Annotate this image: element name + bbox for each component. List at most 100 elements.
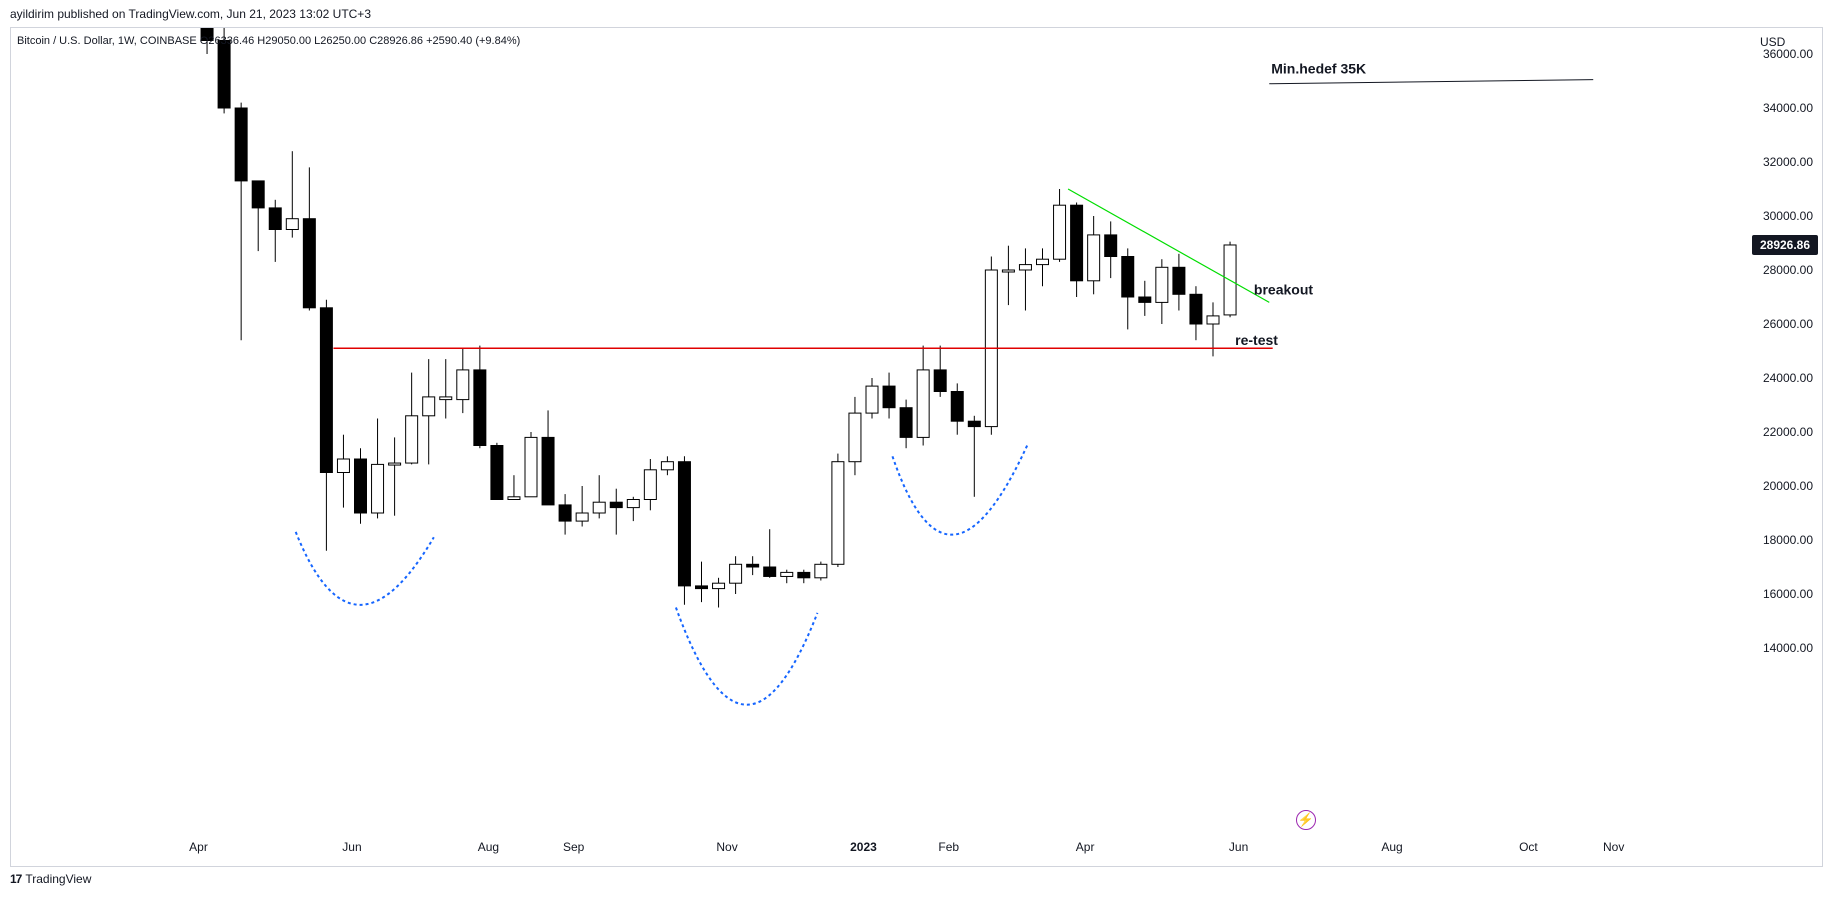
candle-body (848, 412, 862, 463)
candle-body (200, 28, 214, 41)
x-tick-label: Aug (478, 840, 499, 854)
ohlc-legend: Bitcoin / U.S. Dollar, 1W, COINBASE O263… (17, 35, 520, 47)
target-line (1269, 79, 1594, 85)
candle-body (626, 499, 640, 509)
candle-body (797, 571, 811, 579)
candle-body (882, 385, 896, 409)
currency-label: USD (1760, 35, 1786, 49)
y-tick-label: 14000.00 (1763, 641, 1813, 655)
candle-body (1001, 269, 1015, 273)
y-tick-label: 16000.00 (1763, 587, 1813, 601)
candle-body (234, 107, 248, 182)
candle-body (371, 463, 385, 514)
candle-body (1121, 256, 1135, 298)
cup-curve (891, 445, 1029, 536)
candle-body (251, 180, 265, 209)
candle-body (285, 218, 299, 230)
cup-curve (294, 531, 435, 606)
y-tick-label: 32000.00 (1763, 155, 1813, 169)
x-tick-label: Nov (716, 840, 737, 854)
candle-body (660, 461, 674, 471)
candle-body (541, 436, 555, 506)
candle-body (575, 512, 589, 522)
candle-body (490, 445, 504, 500)
candle-body (217, 40, 231, 109)
candle-body (1070, 204, 1084, 282)
publisher-line: ayildirim published on TradingView.com, … (10, 7, 371, 21)
candle-body (1087, 234, 1101, 282)
y-tick-label: 30000.00 (1763, 209, 1813, 223)
annotation-layer: Min.hedef 35K breakout re-test (294, 61, 1594, 706)
candle-body (354, 458, 367, 514)
x-tick-label: 2023 (850, 840, 877, 854)
candle-body (456, 369, 470, 401)
x-tick-label: Jun (1229, 840, 1248, 854)
time-axis: Apr Jun Aug Sep Nov 2023 Feb Apr Jun Aug Oct Nov (189, 840, 1624, 854)
target-annotation: Min.hedef 35K (1271, 61, 1366, 77)
x-tick-label: Aug (1381, 840, 1402, 854)
candle-body (268, 207, 282, 230)
x-tick-label: Apr (1076, 840, 1095, 854)
x-tick-label: Apr (189, 840, 208, 854)
chart-frame (10, 27, 1823, 867)
candle-body (524, 436, 538, 498)
candle-body (916, 369, 930, 438)
y-tick-label: 22000.00 (1763, 425, 1813, 439)
candle-body (405, 415, 419, 464)
candle-body (422, 396, 436, 417)
tradingview-brand[interactable]: 17 TradingView (10, 872, 91, 886)
candle-body (1104, 234, 1118, 257)
candle-body (677, 461, 691, 587)
candle-body (712, 582, 726, 590)
x-tick-label: Oct (1519, 840, 1538, 854)
price-axis: 14000.00 16000.00 18000.00 20000.00 22000.00… (1752, 47, 1818, 655)
trendline (1067, 188, 1270, 303)
candle-body (950, 391, 964, 422)
last-price-label: 28926.86 (1760, 238, 1810, 252)
candle-body (967, 420, 981, 428)
x-tick-label: Feb (938, 840, 959, 854)
breakout-annotation: breakout (1254, 281, 1313, 297)
candle-body (763, 566, 777, 577)
x-tick-label: Jun (342, 840, 361, 854)
candle-body (1036, 258, 1049, 266)
symbol-title: Bitcoin / U.S. Dollar, 1W, COINBASE (17, 35, 197, 47)
candle-body (439, 396, 453, 401)
lightning-icon[interactable]: ⚡ (1296, 810, 1316, 830)
candle-body (609, 501, 623, 509)
ohlc-values: O26336.46 H29050.00 L26250.00 C28926.86 … (199, 35, 521, 47)
candle-body (1053, 204, 1067, 260)
y-tick-label: 28000.00 (1763, 263, 1813, 277)
candle-body (507, 496, 521, 500)
candle-body (1155, 266, 1169, 303)
candle-body (814, 563, 828, 579)
candle-body (1018, 264, 1032, 271)
y-tick-label: 20000.00 (1763, 479, 1813, 493)
candle-body (695, 585, 708, 590)
candle-body (473, 369, 487, 446)
candle-body (336, 458, 350, 473)
candles-layer (200, 28, 1237, 608)
candle-body (1206, 315, 1220, 325)
y-tick-label: 36000.00 (1763, 47, 1813, 61)
candle-body (1172, 266, 1186, 295)
candle-body (1189, 293, 1203, 325)
candle-body (729, 563, 743, 584)
y-tick-label: 18000.00 (1763, 533, 1813, 547)
candle-body (746, 563, 760, 568)
y-tick-label: 24000.00 (1763, 371, 1813, 385)
candle-body (865, 385, 879, 414)
x-tick-label: Nov (1603, 840, 1624, 854)
candle-body (319, 307, 333, 473)
candle-body (558, 504, 572, 522)
last-price-tag (1752, 234, 1818, 255)
retest-annotation: re-test (1235, 332, 1278, 348)
x-tick-label: Sep (563, 840, 585, 854)
candle-body (388, 462, 402, 466)
y-tick-label: 34000.00 (1763, 101, 1813, 115)
candle-body (899, 407, 913, 438)
y-tick-label: 26000.00 (1763, 317, 1813, 331)
tradingview-logo-icon: 17 (10, 872, 22, 886)
candle-body (1138, 296, 1152, 303)
